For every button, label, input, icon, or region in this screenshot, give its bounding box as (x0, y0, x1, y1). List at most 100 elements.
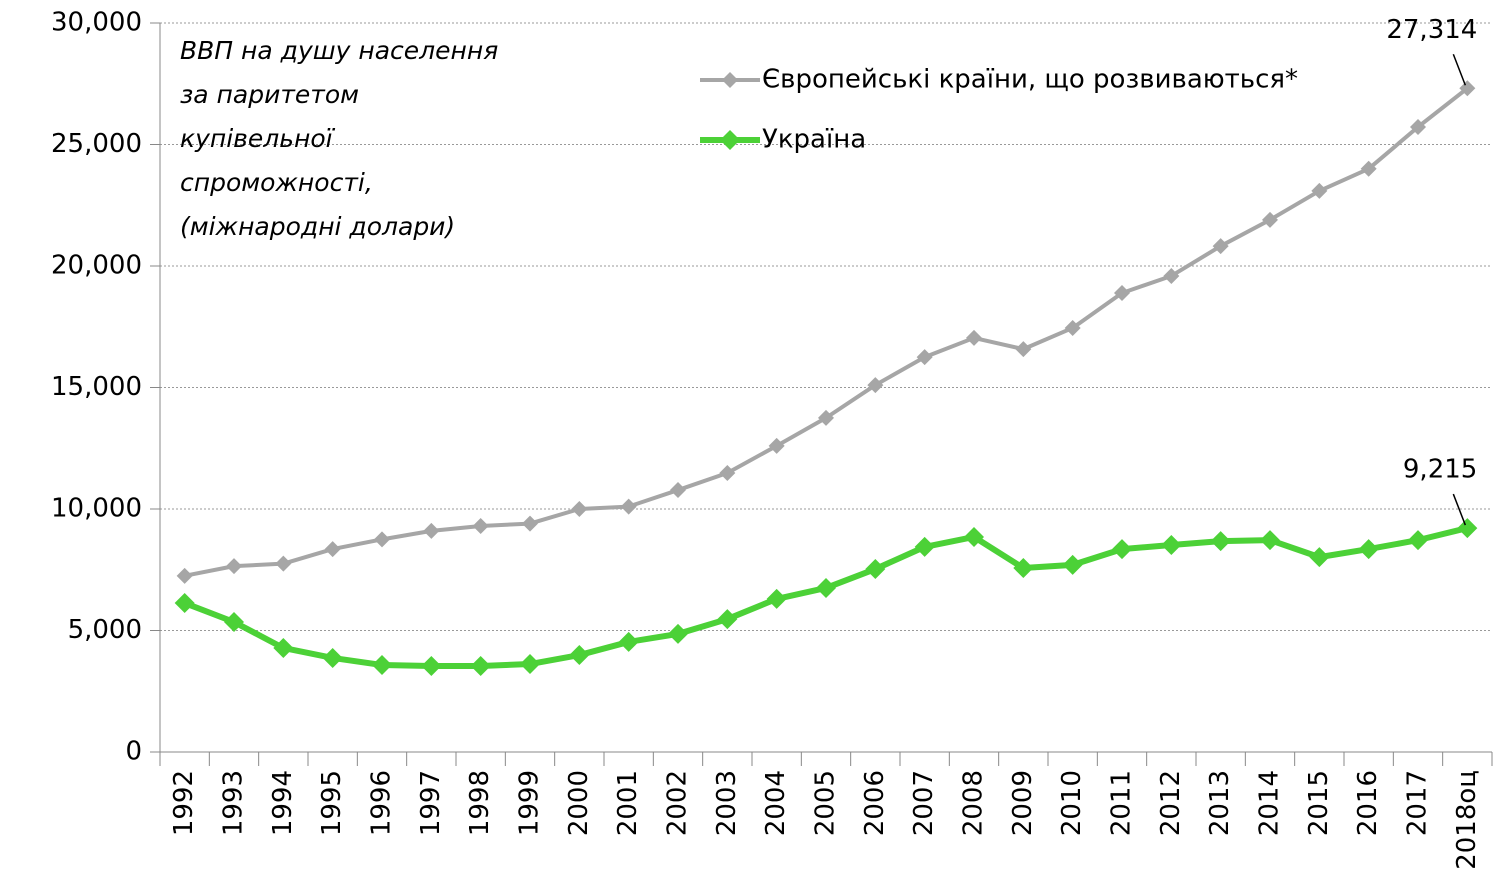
x-tick-label: 1998 (465, 770, 495, 836)
x-tick-label: 2011 (1107, 770, 1137, 836)
annotation: ВВП на душу населення (180, 36, 498, 65)
marker (865, 559, 886, 580)
legend-label: Європейські країни, що розвиваються* (762, 65, 1298, 95)
marker (569, 645, 590, 666)
marker (618, 631, 639, 652)
marker (522, 515, 538, 532)
marker (372, 655, 392, 676)
y-tick-label: 15,000 (51, 372, 142, 402)
marker (520, 654, 540, 675)
marker (1459, 80, 1476, 97)
value-label: 27,314 (1386, 15, 1477, 45)
legend-label: Україна (762, 125, 866, 155)
x-tick-label: 2012 (1156, 770, 1186, 836)
series-line (184, 86, 1469, 578)
y-tick-label: 0 (125, 737, 142, 767)
marker (1064, 319, 1081, 336)
x-tick-label: 2000 (564, 770, 594, 836)
marker (1015, 341, 1032, 358)
x-tick-label: 2016 (1353, 770, 1383, 836)
marker (174, 593, 195, 614)
x-tick-label: 2008 (959, 770, 989, 836)
marker (964, 526, 984, 547)
marker (1163, 267, 1180, 284)
y-tick-label: 20,000 (51, 251, 142, 281)
marker (1309, 547, 1330, 568)
marker (374, 531, 390, 548)
x-tick-label: 1995 (317, 770, 347, 836)
annotation: купівельної (180, 124, 336, 153)
x-tick-label: 1999 (515, 770, 545, 836)
x-tick-label: 2007 (909, 770, 939, 836)
marker (1360, 160, 1377, 177)
legend-marker (720, 130, 740, 150)
marker (1311, 182, 1328, 199)
x-tick-label: 1993 (219, 770, 249, 836)
marker (916, 349, 933, 366)
x-tick-label: 2017 (1403, 770, 1433, 836)
marker (423, 522, 440, 539)
x-tick-label: 2002 (663, 770, 693, 836)
marker (1262, 211, 1278, 228)
x-tick-label: 2015 (1304, 770, 1334, 836)
x-tick-label: 1996 (367, 770, 397, 836)
marker (818, 409, 834, 426)
legend-marker (722, 72, 738, 88)
marker (470, 655, 491, 676)
y-tick-label: 5,000 (68, 615, 142, 645)
marker (668, 623, 688, 644)
x-tick-label: 2018оц (1452, 770, 1482, 870)
x-tick-label: 1994 (268, 770, 298, 836)
annotation: за паритетом (180, 80, 359, 109)
x-tick-label: 2001 (613, 770, 643, 836)
marker (1210, 531, 1231, 552)
marker (1457, 518, 1478, 539)
marker (1112, 539, 1132, 560)
x-tick-label: 2003 (712, 770, 742, 836)
x-tick-label: 2009 (1008, 770, 1038, 836)
marker (1260, 530, 1280, 551)
marker (717, 609, 738, 630)
marker (176, 567, 193, 584)
marker (719, 465, 736, 482)
marker (421, 655, 442, 676)
marker (226, 558, 242, 575)
x-tick-label: 2013 (1205, 770, 1235, 836)
x-tick-label: 2006 (860, 770, 890, 836)
marker (275, 555, 292, 572)
marker (816, 577, 836, 598)
annotation: спроможності, (180, 168, 373, 197)
x-tick-label: 1997 (416, 770, 446, 836)
marker (1062, 554, 1083, 575)
marker (322, 647, 343, 668)
marker (620, 498, 637, 515)
marker (766, 588, 787, 609)
marker (1212, 238, 1229, 255)
x-tick-label: 2010 (1057, 770, 1087, 836)
annotation: (міжнародні долари) (180, 212, 455, 241)
y-tick-label: 10,000 (51, 494, 142, 524)
marker (914, 536, 935, 557)
marker (1013, 558, 1034, 579)
marker (670, 482, 686, 499)
marker (966, 329, 982, 346)
y-tick-label: 25,000 (51, 129, 142, 159)
marker (867, 377, 884, 394)
marker (571, 501, 588, 517)
y-tick-label: 30,000 (51, 8, 142, 38)
x-tick-label: 1992 (169, 770, 199, 836)
marker (1410, 119, 1426, 136)
marker (1161, 534, 1182, 555)
marker (768, 437, 785, 454)
leader-line (1452, 53, 1467, 86)
leader-line (1452, 493, 1467, 526)
marker (273, 637, 294, 658)
marker (1358, 539, 1379, 560)
x-tick-label: 2014 (1255, 770, 1285, 836)
x-tick-label: 2005 (811, 770, 841, 836)
marker (1114, 284, 1130, 301)
marker (324, 541, 341, 558)
marker (472, 518, 489, 535)
